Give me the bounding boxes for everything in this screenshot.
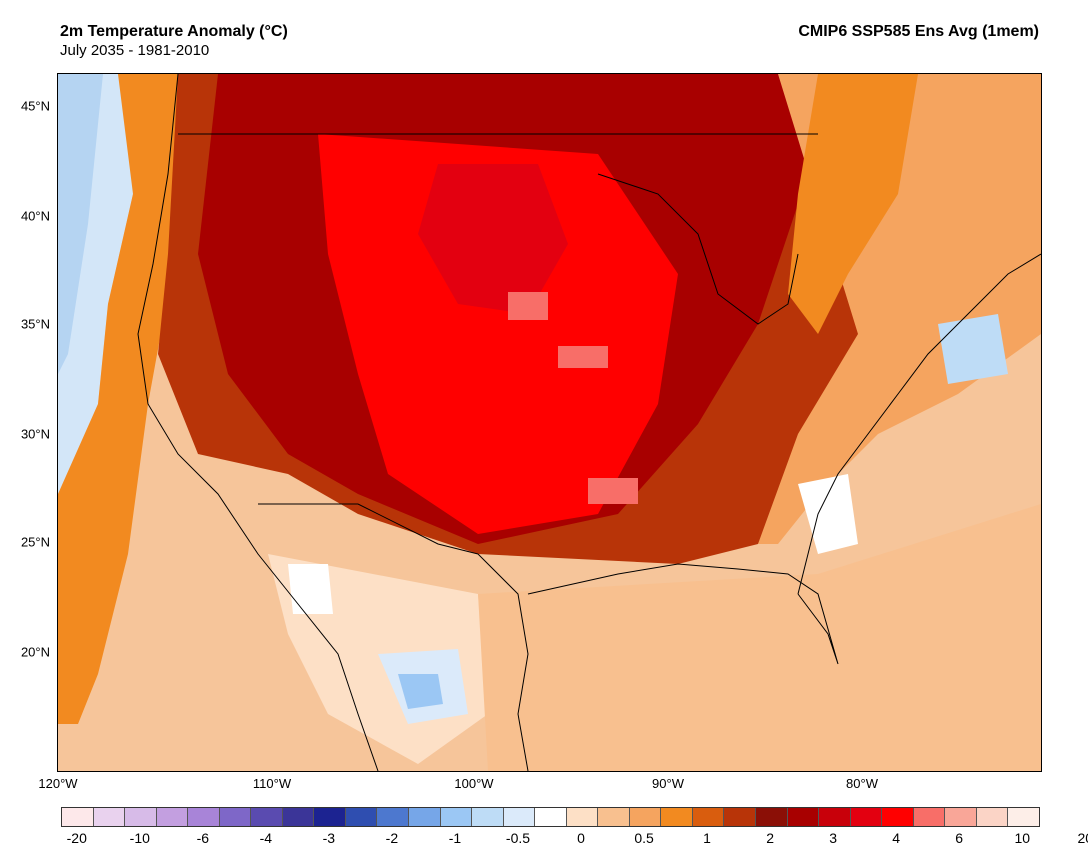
colorbar-swatch xyxy=(945,808,977,826)
colorbar-swatch xyxy=(156,808,189,826)
colorbar-swatch xyxy=(535,808,567,826)
anomaly-map-canvas xyxy=(58,74,1041,771)
colorbar-swatch xyxy=(345,808,378,826)
pacific-cold-core xyxy=(58,74,103,374)
model-title: CMIP6 SSP585 Ens Avg (1mem) xyxy=(798,23,1039,40)
plains-hot-core xyxy=(318,134,678,534)
colorbar-swatch xyxy=(377,808,410,826)
lon-label-100w: 100°W xyxy=(454,776,494,791)
colorbar-swatch xyxy=(566,808,599,826)
colorbar-swatch xyxy=(314,808,346,826)
gulf-coastline xyxy=(527,563,839,665)
colorbar-label: 0 xyxy=(577,830,585,846)
great-lakes-outline xyxy=(597,173,799,325)
colorbar-swatch xyxy=(188,808,220,826)
colorbar-swatch xyxy=(882,808,914,826)
colorbar-swatch xyxy=(598,808,630,826)
colorbar-swatch xyxy=(62,808,94,826)
colorbar-label: 6 xyxy=(955,830,964,846)
colorbar-swatch xyxy=(219,808,252,826)
lon-label-90w: 90°W xyxy=(652,776,684,791)
northeast-orange xyxy=(788,74,918,334)
colorbar-swatch xyxy=(409,808,441,826)
atlantic-coastline xyxy=(797,253,1041,595)
colorbar-swatch xyxy=(93,808,126,826)
lat-label-35n: 35°N xyxy=(20,316,50,332)
colorbar-swatch xyxy=(472,808,504,826)
colorbar-label: 1 xyxy=(703,830,711,846)
colorbar xyxy=(61,807,1040,827)
baja-white-patch xyxy=(288,564,333,614)
lon-label-80w: 80°W xyxy=(846,776,878,791)
map-subtitle: July 2035 - 1981-2010 xyxy=(60,42,210,59)
colorbar-label: 0.5 xyxy=(634,830,654,846)
lat-label-40n: 40°N xyxy=(20,208,50,224)
map-title: 2m Temperature Anomaly (°C) xyxy=(60,23,288,40)
atlantic-cool-patch xyxy=(938,314,1008,384)
lon-label-120w: 120°W xyxy=(38,776,78,791)
colorbar-swatch xyxy=(125,808,157,826)
colorbar-label: -2 xyxy=(385,830,399,846)
colorbar-label: -6 xyxy=(196,830,210,846)
colorbar-swatch xyxy=(251,808,283,826)
arkansas-pale-patch xyxy=(588,478,638,504)
coastlines xyxy=(137,74,1041,771)
colorbar-swatch xyxy=(819,808,851,826)
colorbar-label: 3 xyxy=(829,830,838,846)
colorbar-label: 4 xyxy=(892,830,901,846)
lat-label-25n: 25°N xyxy=(20,534,50,550)
mexico-border xyxy=(258,503,479,555)
colorbar-swatch xyxy=(913,808,946,826)
colorbar-label: -1 xyxy=(448,830,462,846)
colorbar-label: -0.5 xyxy=(505,830,531,846)
lat-label-30n: 30°N xyxy=(20,426,50,442)
colorbar-label: 10 xyxy=(1014,830,1031,846)
lon-label-110w: 110°W xyxy=(252,776,292,791)
colorbar-swatch xyxy=(282,808,315,826)
lat-label-45n: 45°N xyxy=(20,98,50,114)
colorbar-label: -10 xyxy=(129,830,150,846)
colorbar-swatch xyxy=(661,808,693,826)
colorbar-swatch xyxy=(787,808,820,826)
colorbar-swatch xyxy=(850,808,883,826)
colorbar-swatch xyxy=(1008,808,1039,826)
colorbar-label: -3 xyxy=(322,830,336,846)
mexico-cold-patch xyxy=(398,674,443,709)
nebraska-pale-patch xyxy=(508,292,548,320)
anomaly-map xyxy=(57,73,1042,772)
missouri-pale-patch xyxy=(558,346,608,368)
colorbar-label: -4 xyxy=(259,830,273,846)
colorbar-swatch xyxy=(503,808,536,826)
northern-plains-core xyxy=(418,164,568,314)
colorbar-swatch xyxy=(756,808,788,826)
colorbar-swatch xyxy=(976,808,1009,826)
colorbar-swatch xyxy=(440,808,473,826)
pacific-coastline xyxy=(137,74,379,771)
west-coast-orange xyxy=(58,74,198,724)
gulf-atlantic-light xyxy=(478,504,1041,771)
colorbar-label: -20 xyxy=(66,830,87,846)
colorbar-swatch xyxy=(629,808,662,826)
colorbar-label: 2 xyxy=(766,830,775,846)
lat-label-20n: 20°N xyxy=(20,644,50,660)
colorbar-swatch xyxy=(692,808,725,826)
colorbar-label: 20 xyxy=(1077,830,1088,846)
mexico-gulf-coastline xyxy=(477,553,529,771)
colorbar-swatch xyxy=(724,808,757,826)
